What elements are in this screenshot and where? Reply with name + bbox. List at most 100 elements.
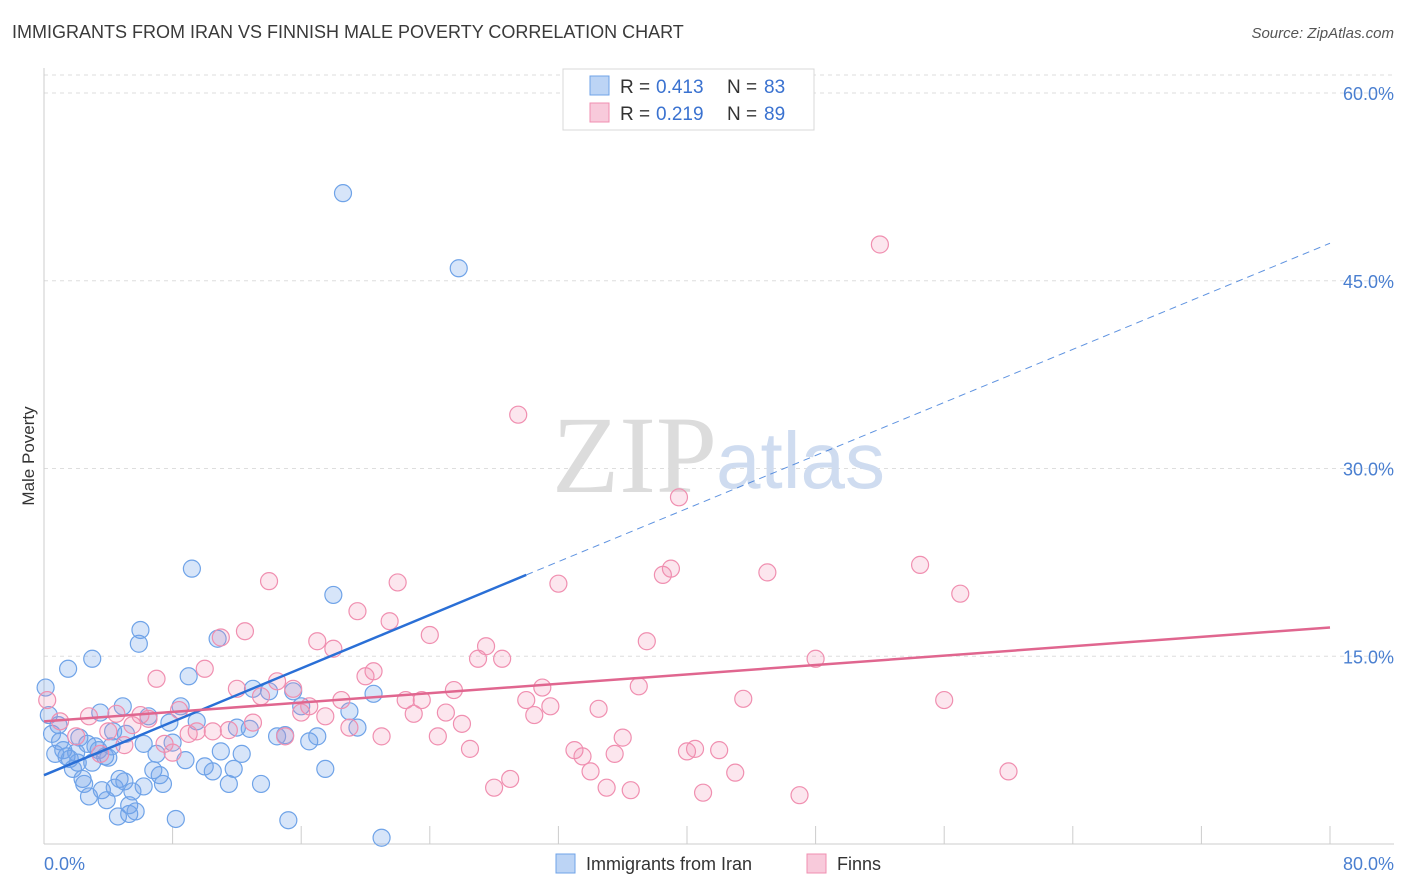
point-iran-38 [134,777,153,796]
point-iran-35 [126,802,145,821]
legend-r-label-finns: R = [620,104,650,125]
point-finns-57 [517,690,536,710]
point-finns-58 [525,705,544,725]
point-finns-3 [79,707,99,726]
point-finns-45 [420,625,439,645]
point-finns-71 [637,632,656,651]
point-iran-69 [316,759,335,779]
bottom-legend-swatch-iran [555,853,576,874]
point-finns-77 [693,783,713,802]
point-iran-58 [232,744,251,763]
point-finns-35 [340,718,359,737]
point-finns-68 [613,728,632,747]
point-finns-24 [251,687,271,706]
point-iran-80 [104,722,123,741]
x-tick-label-max: 80.0% [1343,854,1394,874]
point-finns-83 [806,649,825,668]
point-finns-56 [509,405,528,424]
y-axis-label: Male Poverty [19,406,38,506]
point-finns-28 [284,679,303,698]
point-finns-49 [452,714,472,733]
point-finns-55 [501,769,520,789]
point-finns-23 [243,713,263,732]
point-finns-11 [147,669,166,688]
point-finns-19 [211,628,230,647]
point-finns-80 [734,689,753,708]
point-finns-47 [436,703,455,722]
point-finns-61 [549,574,568,593]
point-iran-19 [83,649,102,668]
point-finns-59 [533,678,552,697]
point-finns-66 [597,778,616,797]
point-finns-85 [910,555,930,574]
point-iran-49 [182,559,201,578]
point-iran-52 [203,762,222,781]
point-iran-74 [364,684,383,703]
point-finns-64 [581,762,600,781]
y-tick-label-15: 15.0% [1343,647,1394,667]
series-finns-points [38,235,1018,805]
watermark-atlas: atlas [716,416,885,505]
point-iran-34 [123,782,142,801]
point-iran-71 [333,184,353,203]
y-tick-label-30: 30.0% [1343,460,1394,480]
watermark-zip: ZIP [552,394,717,516]
x-axis-ticks [43,826,1331,844]
point-finns-31 [308,632,327,651]
point-iran-68 [308,727,327,746]
trend-line-finns [43,626,1331,723]
bottom-legend-label-finns: Finns [837,854,881,874]
point-finns-17 [195,659,214,678]
point-finns-88 [999,762,1018,781]
legend-n-value-iran: 83 [764,77,785,98]
point-finns-44 [412,690,431,710]
point-iran-28 [110,769,129,789]
point-finns-36 [348,602,367,621]
watermark: ZIP atlas [552,394,885,516]
point-iran-36 [129,634,148,653]
point-iran-56 [224,759,243,779]
trend-line-iran-extrapolated [526,242,1331,576]
legend-r-label-iran: R = [620,77,650,98]
point-finns-63 [573,747,592,766]
legend-swatch-iran [589,75,610,96]
point-finns-18 [203,722,222,741]
trend-lines [43,242,1331,777]
point-finns-54 [493,649,512,668]
point-finns-69 [621,781,640,800]
point-finns-27 [276,727,295,746]
point-iran-61 [251,774,271,794]
point-iran-1 [39,705,58,725]
point-iran-45 [166,809,185,829]
point-iran-79 [97,791,116,810]
chart-source: Source: ZipAtlas.com [1251,25,1394,42]
legend-n-label-finns: N = [727,104,757,125]
point-iran-70 [324,585,343,605]
point-finns-60 [541,697,560,716]
point-finns-20 [219,721,238,740]
point-finns-39 [372,727,391,746]
point-iran-37 [131,620,150,640]
point-finns-25 [259,572,279,591]
legend-n-label-iran: N = [727,77,757,98]
point-finns-53 [485,778,504,797]
legend-r-value-finns: 0.219 [656,104,704,125]
gridlines [44,74,1394,657]
point-finns-2 [67,727,86,746]
point-finns-74 [669,488,689,507]
point-iran-8 [59,659,78,678]
point-finns-41 [388,573,407,592]
point-finns-73 [661,559,681,578]
y-tick-label-60: 60.0% [1343,84,1394,104]
point-finns-38 [364,662,383,681]
point-finns-84 [870,235,890,254]
point-finns-81 [758,563,777,582]
point-finns-52 [476,637,496,656]
point-iran-48 [179,667,198,686]
point-finns-0 [38,690,57,710]
y-tick-label-45: 45.0% [1343,272,1394,292]
bottom-legend: Immigrants from Iran Finns [555,853,881,874]
point-iran-54 [211,742,230,761]
trend-line-iran [43,573,527,777]
